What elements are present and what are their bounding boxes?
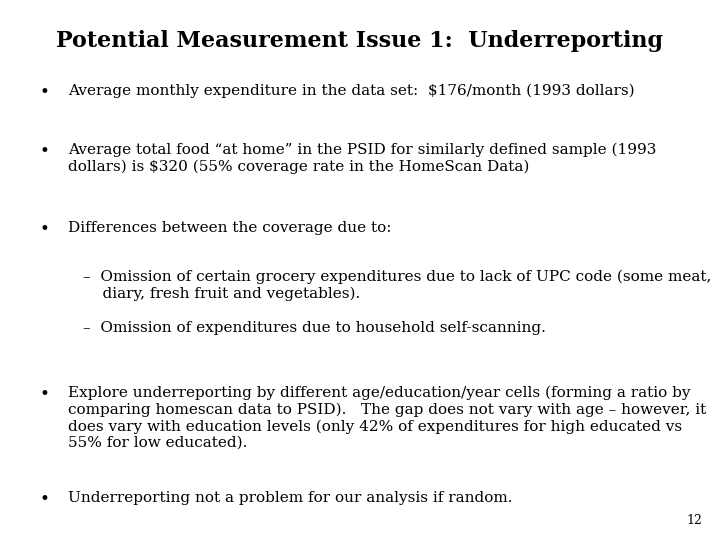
Text: •: • (40, 221, 50, 238)
Text: Potential Measurement Issue 1:  Underreporting: Potential Measurement Issue 1: Underrepo… (56, 30, 664, 52)
Text: Average monthly expenditure in the data set:  $176/month (1993 dollars): Average monthly expenditure in the data … (68, 84, 635, 98)
Text: Differences between the coverage due to:: Differences between the coverage due to: (68, 221, 392, 235)
Text: •: • (40, 491, 50, 508)
Text: –  Omission of expenditures due to household self-scanning.: – Omission of expenditures due to househ… (83, 321, 546, 335)
Text: Underreporting not a problem for our analysis if random.: Underreporting not a problem for our ana… (68, 491, 513, 505)
Text: •: • (40, 143, 50, 160)
Text: Average total food “at home” in the PSID for similarly defined sample (1993
doll: Average total food “at home” in the PSID… (68, 143, 657, 174)
Text: Explore underreporting by different age/education/year cells (forming a ratio by: Explore underreporting by different age/… (68, 386, 706, 450)
Text: –  Omission of certain grocery expenditures due to lack of UPC code (some meat,
: – Omission of certain grocery expenditur… (83, 270, 711, 301)
Text: 12: 12 (686, 514, 702, 526)
Text: •: • (40, 84, 50, 100)
Text: •: • (40, 386, 50, 403)
